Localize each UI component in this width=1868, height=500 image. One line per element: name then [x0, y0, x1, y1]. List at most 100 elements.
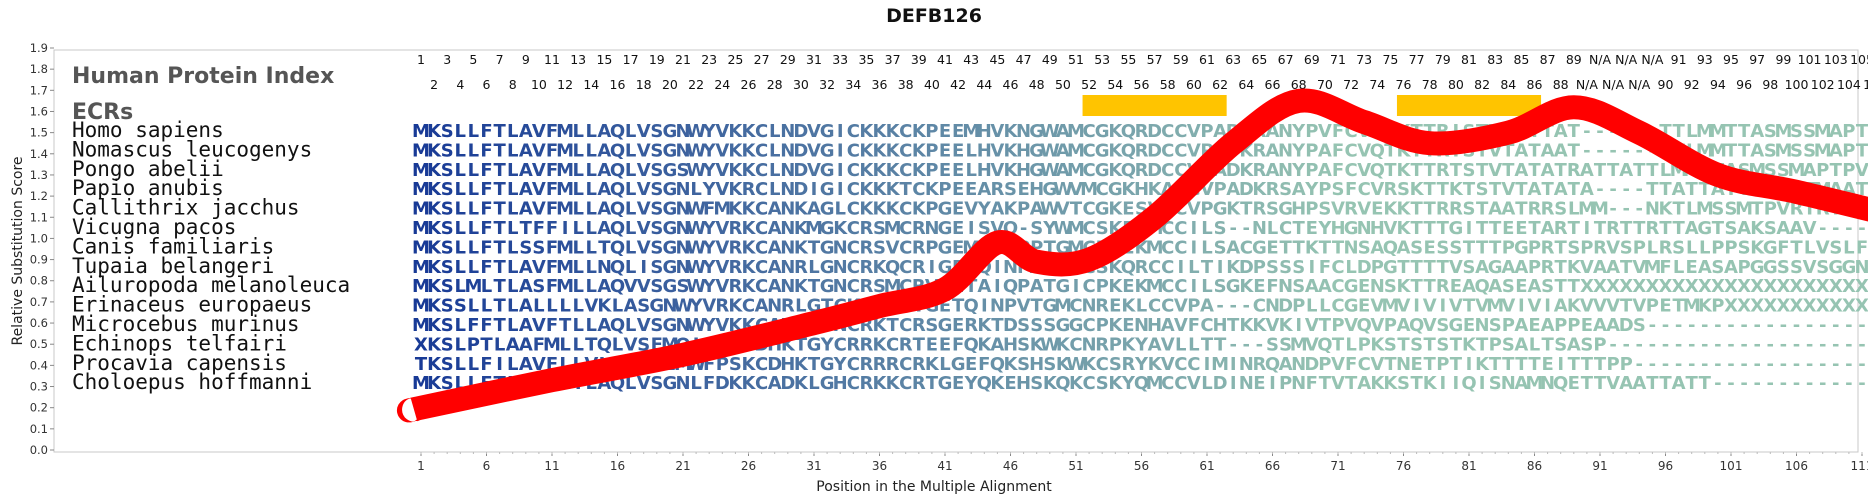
residue: - — [1845, 373, 1852, 394]
residue: I — [837, 121, 844, 142]
residue: L — [572, 276, 583, 297]
residue: G — [1095, 160, 1110, 181]
residue: D — [1147, 160, 1162, 181]
residue: K — [742, 121, 757, 142]
residue: K — [728, 140, 743, 161]
residue: L — [494, 334, 505, 355]
residue: V — [1187, 373, 1201, 394]
index-label-bottom: 6 — [483, 77, 491, 92]
residue: R — [859, 257, 873, 278]
residue: F — [480, 315, 492, 336]
residue: T — [1581, 354, 1594, 375]
residue: A — [519, 160, 533, 181]
residue: K — [427, 160, 442, 181]
residue: A — [755, 296, 769, 317]
residue: N — [1278, 140, 1293, 161]
residue: F — [952, 334, 964, 355]
residue: P — [1593, 334, 1606, 355]
residue: T — [415, 354, 428, 375]
index-label-bottom: 44 — [976, 77, 992, 92]
residue: G — [1383, 257, 1398, 278]
residue: R — [1135, 121, 1149, 142]
residue: K — [728, 199, 743, 220]
index-label-bottom: 74 — [1369, 77, 1385, 92]
residue: - — [1740, 315, 1747, 336]
residue: M — [1067, 140, 1085, 161]
residue: T — [1227, 315, 1240, 336]
residue: - — [1858, 354, 1865, 375]
residue: Y — [1291, 121, 1306, 142]
residue: V — [1449, 296, 1463, 317]
residue: V — [1161, 334, 1175, 355]
residue: M — [1054, 296, 1072, 317]
residue: E — [1358, 296, 1370, 317]
residue: C — [1174, 276, 1187, 297]
residue: D — [1278, 296, 1293, 317]
residue: T — [1620, 296, 1633, 317]
residue: K — [427, 315, 442, 336]
residue: L — [690, 373, 701, 394]
x-tick-label: 46 — [1003, 459, 1018, 473]
residue: C — [755, 276, 768, 297]
residue: G — [938, 237, 953, 258]
residue: - — [1793, 315, 1800, 336]
residue: T — [493, 276, 506, 297]
residue: S — [1030, 373, 1043, 394]
residue: C — [1161, 373, 1174, 394]
residue: M — [1381, 296, 1399, 317]
residue: L — [559, 296, 570, 317]
residue: I — [1204, 354, 1211, 375]
residue: - — [1609, 199, 1616, 220]
residue: E — [965, 354, 977, 375]
residue: R — [1436, 199, 1450, 220]
residue: G — [1095, 199, 1110, 220]
residue: S — [1777, 160, 1790, 181]
residue: V — [1397, 296, 1411, 317]
residue: M — [556, 179, 574, 200]
residue: L — [546, 296, 557, 317]
residue: E — [939, 334, 951, 355]
residue: K — [833, 218, 848, 239]
species-name: Canis familiaris — [72, 234, 274, 258]
index-label-bottom: 26 — [741, 77, 757, 92]
residue: N — [1540, 373, 1555, 394]
residue: K — [859, 140, 874, 161]
residue: T — [1424, 354, 1437, 375]
residue: C — [899, 199, 912, 220]
residue: W — [686, 140, 706, 161]
residue: V — [532, 160, 546, 181]
residue: X — [1711, 276, 1725, 297]
residue: Q — [964, 334, 979, 355]
ecr-bar — [1082, 95, 1227, 116]
residue: K — [1056, 334, 1071, 355]
residue: V — [1331, 354, 1345, 375]
residue: A — [1501, 257, 1515, 278]
x-tick-label: 11 — [544, 459, 559, 473]
residue: L — [1201, 237, 1212, 258]
residue: A — [1056, 160, 1070, 181]
residue: M — [556, 276, 574, 297]
residue: T — [1424, 160, 1437, 181]
residue: K — [1383, 199, 1398, 220]
index-label-bottom: 98 — [1762, 77, 1778, 92]
residue: R — [886, 354, 900, 375]
residue: - — [1622, 334, 1629, 355]
residue: L — [1345, 334, 1356, 355]
residue: A — [1318, 140, 1332, 161]
residue: W — [1040, 199, 1060, 220]
residue: A — [1488, 276, 1502, 297]
residue: Y — [1317, 218, 1332, 239]
residue: - — [1819, 334, 1826, 355]
index-label-top: 23 — [701, 52, 717, 67]
residue: M — [1591, 199, 1609, 220]
index-label-bottom: 50 — [1055, 77, 1071, 92]
residue: F — [480, 140, 492, 161]
residue: T — [1830, 160, 1843, 181]
residue: C — [1253, 296, 1266, 317]
residue: G — [820, 179, 835, 200]
residue: C — [1174, 121, 1187, 142]
residue: T — [1397, 257, 1410, 278]
residue: N — [780, 199, 795, 220]
residue: L — [586, 160, 597, 181]
residue: G — [663, 276, 678, 297]
